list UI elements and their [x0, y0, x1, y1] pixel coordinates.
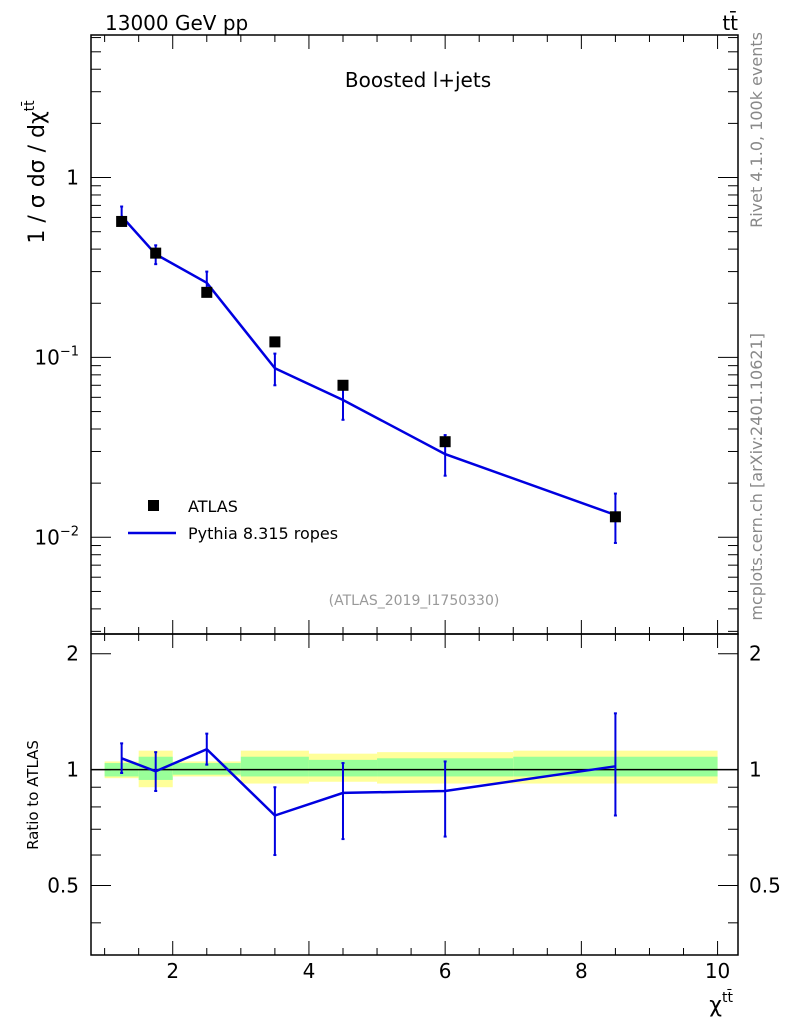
- main-y-tick-label: 1: [66, 166, 79, 190]
- main-y-tick-label: 10−1: [34, 344, 79, 369]
- legend-mc-label: Pythia 8.315 ropes: [188, 524, 338, 543]
- ratio-y-tick-label: 1: [66, 758, 79, 782]
- ratio-error-bars: [120, 712, 617, 857]
- atlas-data-point: [439, 436, 451, 448]
- legend-atlas-marker: [148, 500, 159, 511]
- main-y-tick-label-base: 10: [34, 345, 59, 369]
- main-y-tick-label-exponent: −1: [60, 344, 79, 359]
- ratio-ticks: [91, 634, 738, 955]
- x-axis-label-text: χ: [709, 993, 722, 1018]
- ratio-y-axis-label: Ratio to ATLAS: [24, 740, 42, 850]
- main-y-axis-label-superscript: tt̄: [20, 100, 38, 111]
- main-y-tick-label-base: 1: [66, 166, 79, 190]
- ratio-y-tick-label-right: 2: [749, 642, 762, 666]
- x-tick-label: 4: [303, 959, 316, 983]
- ratio-panel: 210.5 210.5 2 4 6 8 10 Ratio to ATLAS χtt̄: [24, 633, 781, 1018]
- main-y-tick-labels: 110−110−2: [34, 166, 79, 550]
- main-panel: 110−110−2 Boosted l+jets (ATLAS_2019_I17…: [20, 34, 739, 635]
- x-axis-label-superscript: tt̄: [722, 988, 733, 1006]
- x-tick-label: 8: [575, 959, 588, 983]
- ratio-y-tick-labels-right: 210.5: [749, 642, 781, 898]
- data-points: [116, 215, 621, 523]
- main-y-axis-label-text: 1 / σ dσ / dχ: [25, 111, 50, 244]
- ratio-frame: [90, 633, 739, 956]
- source-label: mcplots.cern.ch [arXiv:2401.10621]: [747, 333, 766, 621]
- main-ticks: [91, 35, 738, 634]
- atlas-data-point: [116, 215, 128, 227]
- legend: ATLAS Pythia 8.315 ropes: [128, 497, 338, 543]
- atlas-data-point: [609, 511, 621, 523]
- atlas-data-point: [150, 247, 162, 259]
- rivet-version-label: Rivet 4.1.0, 100k events: [747, 32, 766, 228]
- chart-title: Boosted l+jets: [345, 68, 491, 92]
- x-tick-label: 2: [166, 959, 179, 983]
- ratio-y-tick-label: 2: [66, 642, 79, 666]
- main-y-tick-label: 10−2: [34, 524, 79, 549]
- energy-label: 13000 GeV pp: [105, 11, 248, 35]
- x-axis-label: χtt̄: [709, 988, 733, 1018]
- process-label: tt̄: [722, 10, 738, 35]
- ratio-y-tick-label-right: 1: [749, 758, 762, 782]
- ratio-x-tick-labels: 2 4 6 8 10: [166, 959, 730, 983]
- ratio-y-tick-label-right: 0.5: [749, 874, 781, 898]
- atlas-data-point: [337, 379, 349, 391]
- atlas-data-point: [269, 336, 281, 348]
- ratio-y-tick-labels: 210.5: [47, 642, 79, 898]
- x-tick-label: 6: [439, 959, 452, 983]
- analysis-label: (ATLAS_2019_I1750330): [329, 593, 500, 609]
- ratio-y-tick-label: 0.5: [47, 874, 79, 898]
- main-y-tick-label-base: 10: [34, 525, 59, 549]
- ratio-uncertainty-bands: [104, 750, 718, 788]
- atlas-data-point: [201, 286, 213, 298]
- ratio-inner-band: [240, 756, 309, 777]
- main-y-tick-label-exponent: −2: [60, 524, 79, 539]
- x-tick-label: 10: [705, 959, 730, 983]
- main-y-axis-label: 1 / σ dσ / dχtt̄: [20, 100, 50, 244]
- legend-atlas-label: ATLAS: [188, 497, 238, 516]
